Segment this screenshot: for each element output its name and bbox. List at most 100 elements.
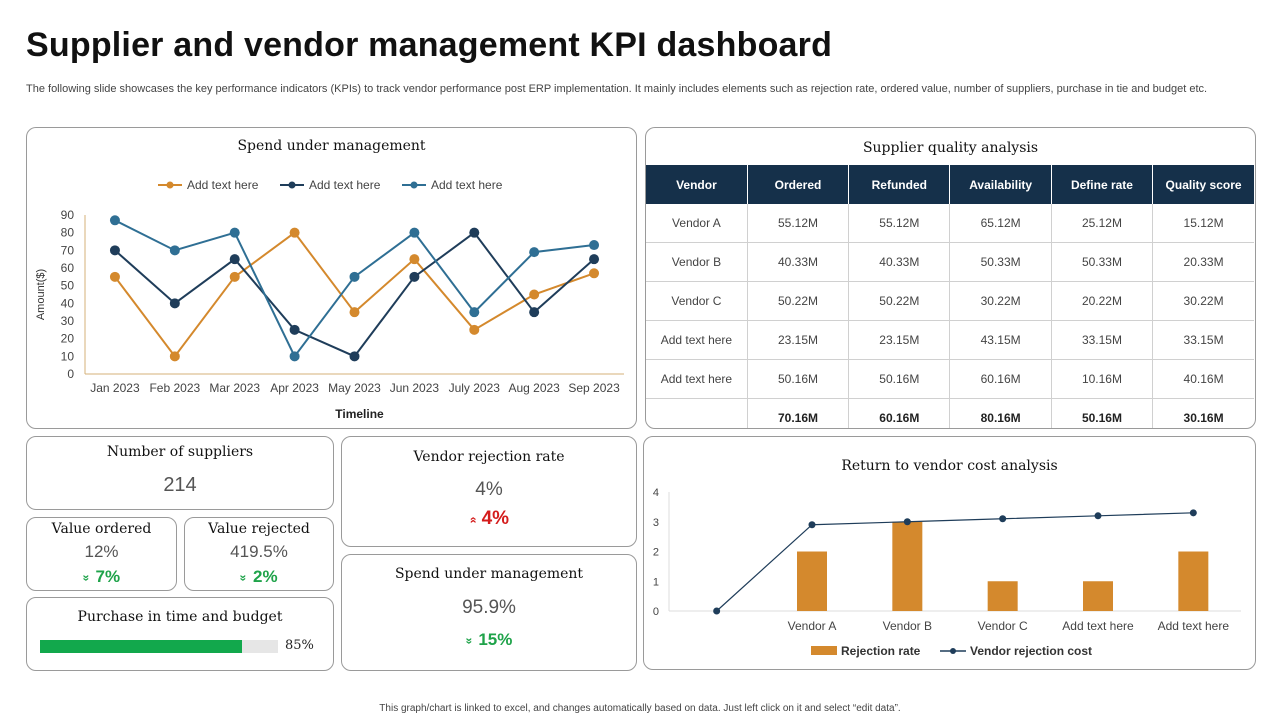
- table-cell: Vendor B: [646, 242, 748, 282]
- data-point: [529, 247, 540, 258]
- table-cell: 30.22M: [949, 281, 1052, 321]
- table-row: Vendor C 50.22M 50.22M 30.22M 20.22M 30.22M: [646, 281, 1254, 321]
- data-point: [229, 271, 240, 282]
- table-cell: 40.33M: [747, 242, 850, 282]
- table-cell: 50.33M: [1051, 242, 1154, 282]
- table-cell: 60.16M: [848, 398, 951, 428]
- table-cell: 25.12M: [1051, 204, 1154, 243]
- legend-marker: [410, 181, 418, 189]
- table-cell: Vendor C: [646, 281, 748, 321]
- x-tick-label: May 2023: [328, 381, 381, 395]
- table-cell: 50.16M: [747, 359, 850, 399]
- data-point: [169, 298, 180, 309]
- rtv-chart-title: Return to vendor cost analysis: [841, 458, 1058, 474]
- x-tick-label: Vendor C: [978, 619, 1028, 633]
- x-tick-label: Vendor B: [883, 619, 932, 633]
- table-cell: 33.15M: [1051, 320, 1154, 360]
- spend-kpi-card: Spend under management 95.9% » 15%: [341, 554, 637, 671]
- table-row: Add text here 23.15M 23.15M 43.15M 33.15M 33.…: [646, 320, 1254, 360]
- data-point: [169, 351, 180, 362]
- data-point: [109, 245, 120, 256]
- legend-marker: [288, 181, 296, 189]
- chevron-double-up-icon: »: [465, 516, 480, 524]
- data-point: [469, 307, 480, 318]
- data-point: [409, 254, 420, 265]
- number-of-suppliers-card: Number of suppliers 214: [26, 436, 334, 510]
- table-cell: 65.12M: [949, 204, 1052, 243]
- data-point: [109, 215, 120, 226]
- table-cell: 50.16M: [1051, 398, 1154, 428]
- vendor-rejection-card: Vendor rejection rate 4% » 4%: [341, 436, 637, 547]
- table-row: Add text here 50.16M 50.16M 60.16M 10.16M 40.…: [646, 359, 1254, 399]
- bar: [1178, 551, 1209, 611]
- spend-kpi-change: » 15%: [342, 630, 636, 650]
- legend-marker: [950, 648, 956, 654]
- bar: [892, 521, 923, 611]
- data-point: [469, 324, 480, 335]
- value-rejected-change: » 2%: [185, 567, 333, 587]
- x-tick-label: Feb 2023: [149, 381, 200, 395]
- legend-label: Add text here: [431, 178, 503, 192]
- data-point: [349, 307, 360, 318]
- spend-kpi-change-text: 15%: [478, 630, 513, 649]
- x-tick-label: July 2023: [449, 381, 501, 395]
- page-footer: This graph/chart is linked to excel, and…: [379, 703, 901, 714]
- table-cell: [646, 398, 748, 428]
- value-rejected-card: Value rejected 419.5% » 2%: [184, 517, 334, 591]
- data-point: [529, 307, 540, 318]
- table-cell: 43.15M: [949, 320, 1052, 360]
- vendor-rejection-value: 4%: [475, 479, 503, 500]
- x-axis-label: Timeline: [335, 407, 384, 421]
- value-ordered-card: Value ordered 12% » 7%: [26, 517, 177, 591]
- vendor-rejection-title: Vendor rejection rate: [413, 449, 565, 465]
- y-tick-label: 3: [653, 517, 659, 529]
- bar: [987, 581, 1018, 611]
- x-tick-label: Vendor A: [788, 619, 837, 633]
- data-point: [1189, 509, 1197, 517]
- data-point: [109, 271, 120, 282]
- rtv-combo-chart[interactable]: 0 1 2 3 4 Vendor A Vendor B Vendor C Add text he…: [644, 437, 1255, 669]
- data-point: [713, 607, 721, 615]
- purchase-title: Purchase in time and budget: [77, 609, 283, 625]
- number-of-suppliers-title: Number of suppliers: [106, 444, 254, 460]
- x-tick-label: Add text here: [1158, 619, 1230, 633]
- y-tick-label: 30: [61, 314, 75, 328]
- bar: [1083, 581, 1113, 611]
- legend-label: Rejection rate: [841, 644, 921, 658]
- page-subtitle: The following slide showcases the key pe…: [26, 83, 1208, 95]
- table-cell: 55.12M: [747, 204, 850, 243]
- table-row: Vendor A 55.12M 55.12M 65.12M 25.12M 15.12M: [646, 204, 1254, 243]
- chevron-double-down-icon: »: [236, 574, 251, 582]
- value-ordered-change: » 7%: [27, 567, 176, 587]
- column-header: Vendor: [646, 165, 748, 204]
- value-ordered-title: Value ordered: [51, 521, 152, 537]
- spend-line-chart[interactable]: 0 10 20 30 40 50 60 70 80 90 Jan 2023 Feb 2023 Mar 2…: [27, 128, 636, 428]
- table-cell: 30.16M: [1183, 411, 1224, 425]
- table-cell: 30.22M: [1152, 281, 1254, 321]
- legend-label: Add text here: [187, 178, 259, 192]
- data-point: [589, 268, 600, 279]
- y-tick-label: 50: [61, 279, 75, 293]
- value-ordered-value: 12%: [84, 542, 119, 561]
- table-row: 70.16M 60.16M 80.16M 50.16M 30.16M: [646, 398, 1254, 428]
- table-cell: 80.16M: [949, 398, 1052, 428]
- data-point: [529, 289, 540, 300]
- y-tick-label: 60: [61, 261, 75, 275]
- bar: [797, 551, 827, 611]
- y-tick-label: 0: [653, 606, 659, 618]
- x-tick-label: Jan 2023: [90, 381, 140, 395]
- table-cell: 23.15M: [848, 320, 951, 360]
- x-tick-label: Add text here: [1062, 619, 1134, 633]
- series-line: [114, 231, 595, 358]
- purchase-card: Purchase in time and budget 85%: [26, 597, 334, 671]
- vendor-rejection-change-text: 4%: [481, 508, 510, 529]
- data-point: [229, 254, 240, 265]
- table-cell: 70.16M: [747, 398, 850, 428]
- table-cell: Vendor A: [646, 204, 748, 243]
- rtv-chart-card: Return to vendor cost analysis 0 1 2 3 4 Vend…: [643, 436, 1256, 670]
- table-cell: 50.22M: [747, 281, 850, 321]
- data-point: [349, 351, 360, 362]
- column-header: Availability: [949, 165, 1052, 204]
- y-tick-label: 80: [61, 226, 75, 240]
- data-point: [409, 271, 420, 282]
